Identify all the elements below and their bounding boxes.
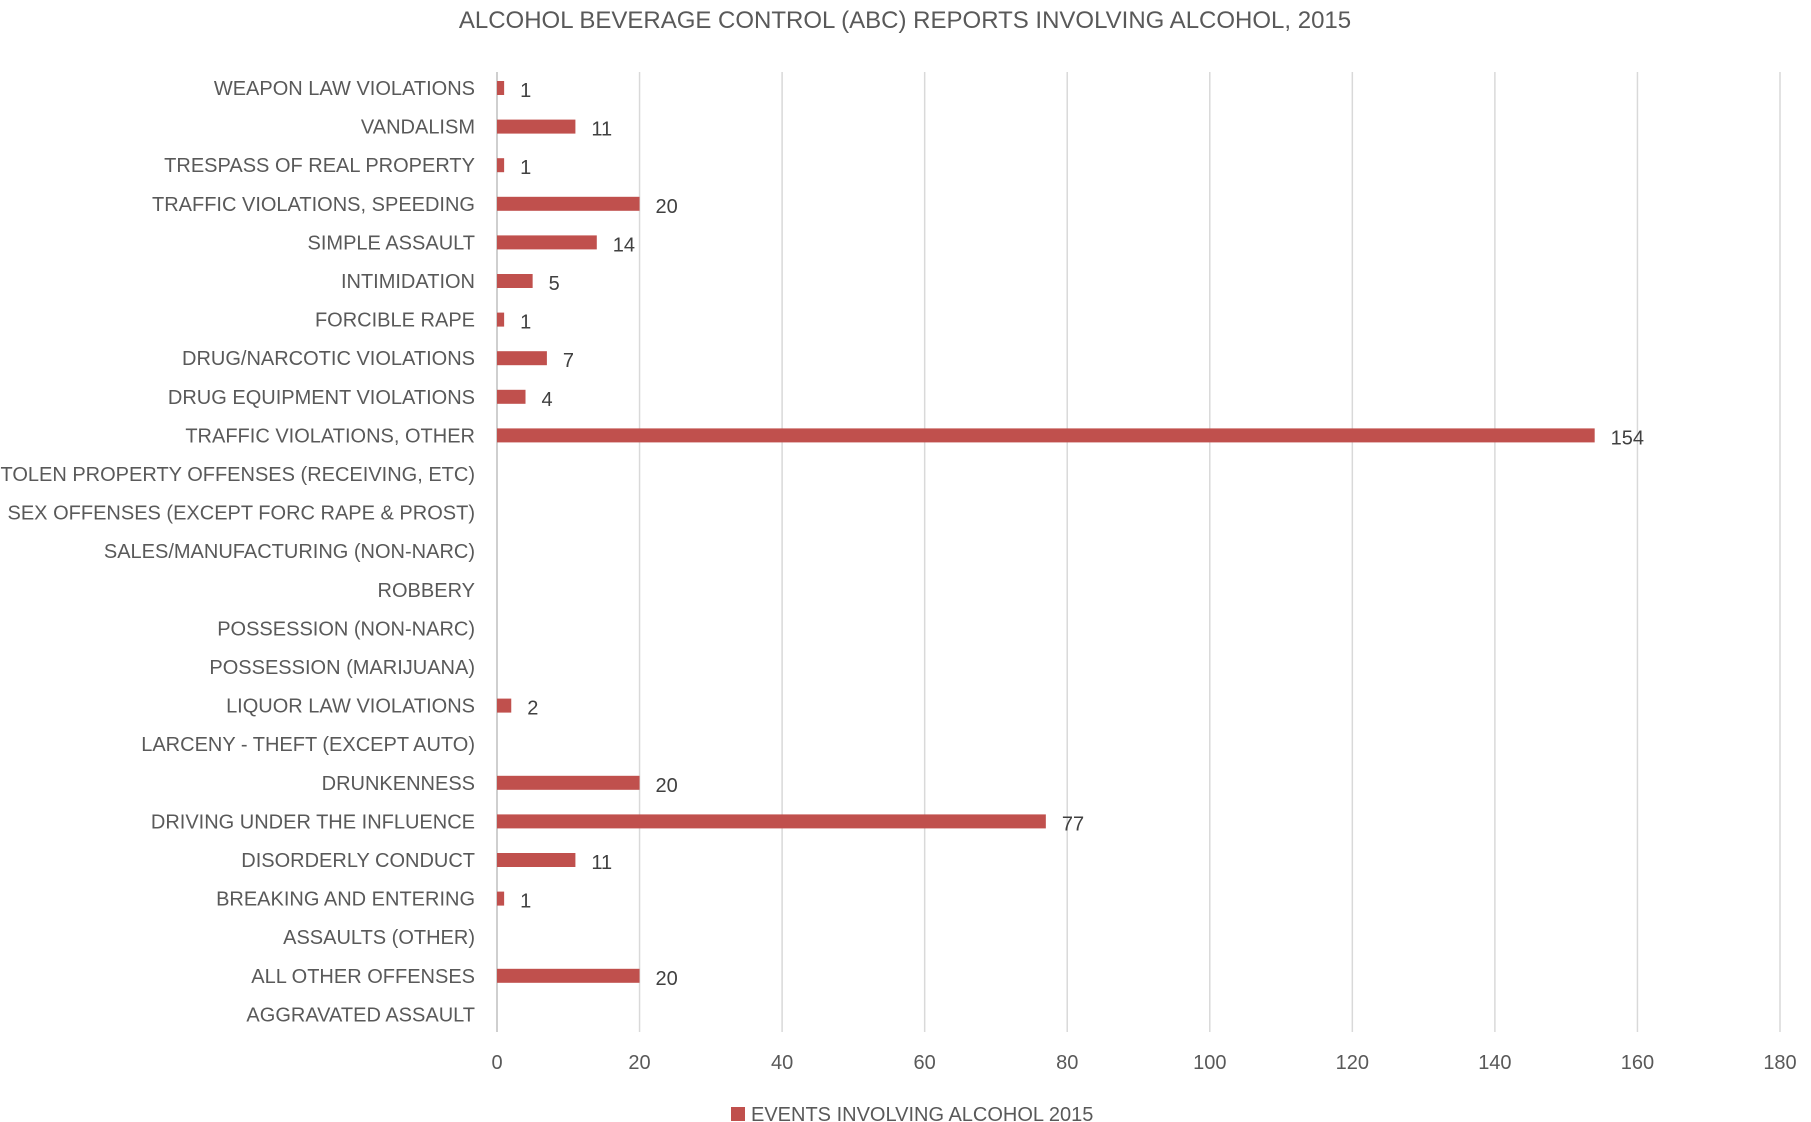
- data-label: 1: [520, 157, 531, 179]
- category-label: FORCIBLE RAPE: [315, 310, 475, 332]
- bar: [497, 235, 597, 250]
- category-label: SALES/MANUFACTURING (NON-NARC): [104, 541, 475, 563]
- gridlines: [496, 72, 1781, 1032]
- data-label: 5: [549, 273, 560, 295]
- category-label: DISORDERLY CONDUCT: [241, 850, 475, 872]
- bar: [497, 389, 526, 404]
- category-label: POSSESSION (MARIJUANA): [209, 657, 475, 679]
- category-label: BREAKING AND ENTERING: [216, 889, 475, 911]
- category-label: TRAFFIC VIOLATIONS, SPEEDING: [152, 194, 475, 216]
- category-label: POSSESSION (NON-NARC): [217, 618, 475, 640]
- chart-title: ALCOHOL BEVERAGE CONTROL (ABC) REPORTS I…: [459, 7, 1351, 34]
- bar: [497, 312, 505, 327]
- data-label: 7: [563, 350, 574, 372]
- category-labels: WEAPON LAW VIOLATIONS VANDALISM TRESPASS O…: [0, 78, 475, 1026]
- data-label: 11: [591, 852, 612, 874]
- data-label: 1: [520, 312, 531, 334]
- x-tick-label: 20: [628, 1052, 650, 1074]
- x-tick-label: 120: [1336, 1052, 1369, 1074]
- data-label: 11: [591, 119, 612, 141]
- bar: [497, 351, 547, 366]
- category-label: SEX OFFENSES (EXCEPT FORC RAPE & PROST): [8, 503, 476, 525]
- bar: [497, 158, 505, 173]
- bar: [497, 891, 505, 906]
- category-label: LIQUOR LAW VIOLATIONS: [226, 696, 475, 718]
- category-label: TRAFFIC VIOLATIONS, OTHER: [185, 425, 475, 447]
- bar: [497, 814, 1046, 829]
- category-label: LARCENY - THEFT (EXCEPT AUTO): [141, 734, 475, 756]
- category-label: INTIMIDATION: [341, 271, 475, 293]
- category-label: DRIVING UNDER THE INFLUENCE: [151, 811, 475, 833]
- bar: [497, 698, 512, 713]
- data-label: 20: [656, 968, 678, 990]
- x-tick-label: 0: [491, 1052, 502, 1074]
- category-label: DRUG EQUIPMENT VIOLATIONS: [168, 387, 475, 409]
- category-label: STOLEN PROPERTY OFFENSES (RECEIVING, ETC…: [0, 464, 475, 486]
- category-label: ASSAULTS (OTHER): [283, 927, 475, 949]
- data-label: 20: [656, 775, 678, 797]
- x-tick-label: 60: [914, 1052, 936, 1074]
- category-label: AGGRAVATED ASSAULT: [246, 1004, 475, 1026]
- data-label: 1: [520, 80, 531, 102]
- category-label: VANDALISM: [361, 117, 475, 139]
- data-label: 1: [520, 891, 531, 913]
- category-label: TRESPASS OF REAL PROPERTY: [164, 155, 475, 177]
- bar: [497, 775, 640, 790]
- data-label: 77: [1062, 813, 1084, 835]
- bar: [497, 853, 576, 867]
- category-label: DRUG/NARCOTIC VIOLATIONS: [182, 348, 475, 370]
- data-label: 2: [527, 698, 538, 720]
- legend: EVENTS INVOLVING ALCOHOL 2015: [731, 1104, 1093, 1122]
- x-tick-label: 140: [1478, 1052, 1511, 1074]
- bar: [497, 968, 640, 983]
- category-label: ALL OTHER OFFENSES: [251, 966, 475, 988]
- bars: [497, 81, 1595, 983]
- x-tick-label: 80: [1056, 1052, 1078, 1074]
- category-label: ROBBERY: [378, 580, 475, 602]
- category-label: WEAPON LAW VIOLATIONS: [214, 78, 475, 100]
- bar: [497, 274, 533, 288]
- legend-swatch: [731, 1107, 745, 1121]
- x-tick-label: 40: [771, 1052, 793, 1074]
- bar: [497, 81, 505, 95]
- bar: [497, 119, 576, 134]
- data-label: 154: [1611, 427, 1644, 449]
- x-tick-label: 160: [1621, 1052, 1654, 1074]
- x-tick-label: 180: [1763, 1052, 1796, 1074]
- x-axis-ticks: 0 20 40 60 80 100 120 140 160 180: [491, 1052, 1796, 1074]
- bar: [497, 196, 640, 211]
- category-label: DRUNKENNESS: [322, 773, 475, 795]
- data-label: 20: [656, 196, 678, 218]
- x-tick-label: 100: [1193, 1052, 1226, 1074]
- bar: [497, 428, 1595, 443]
- data-label: 14: [613, 234, 635, 256]
- legend-label: EVENTS INVOLVING ALCOHOL 2015: [751, 1104, 1093, 1122]
- category-label: SIMPLE ASSAULT: [308, 232, 475, 254]
- data-label: 4: [542, 389, 553, 411]
